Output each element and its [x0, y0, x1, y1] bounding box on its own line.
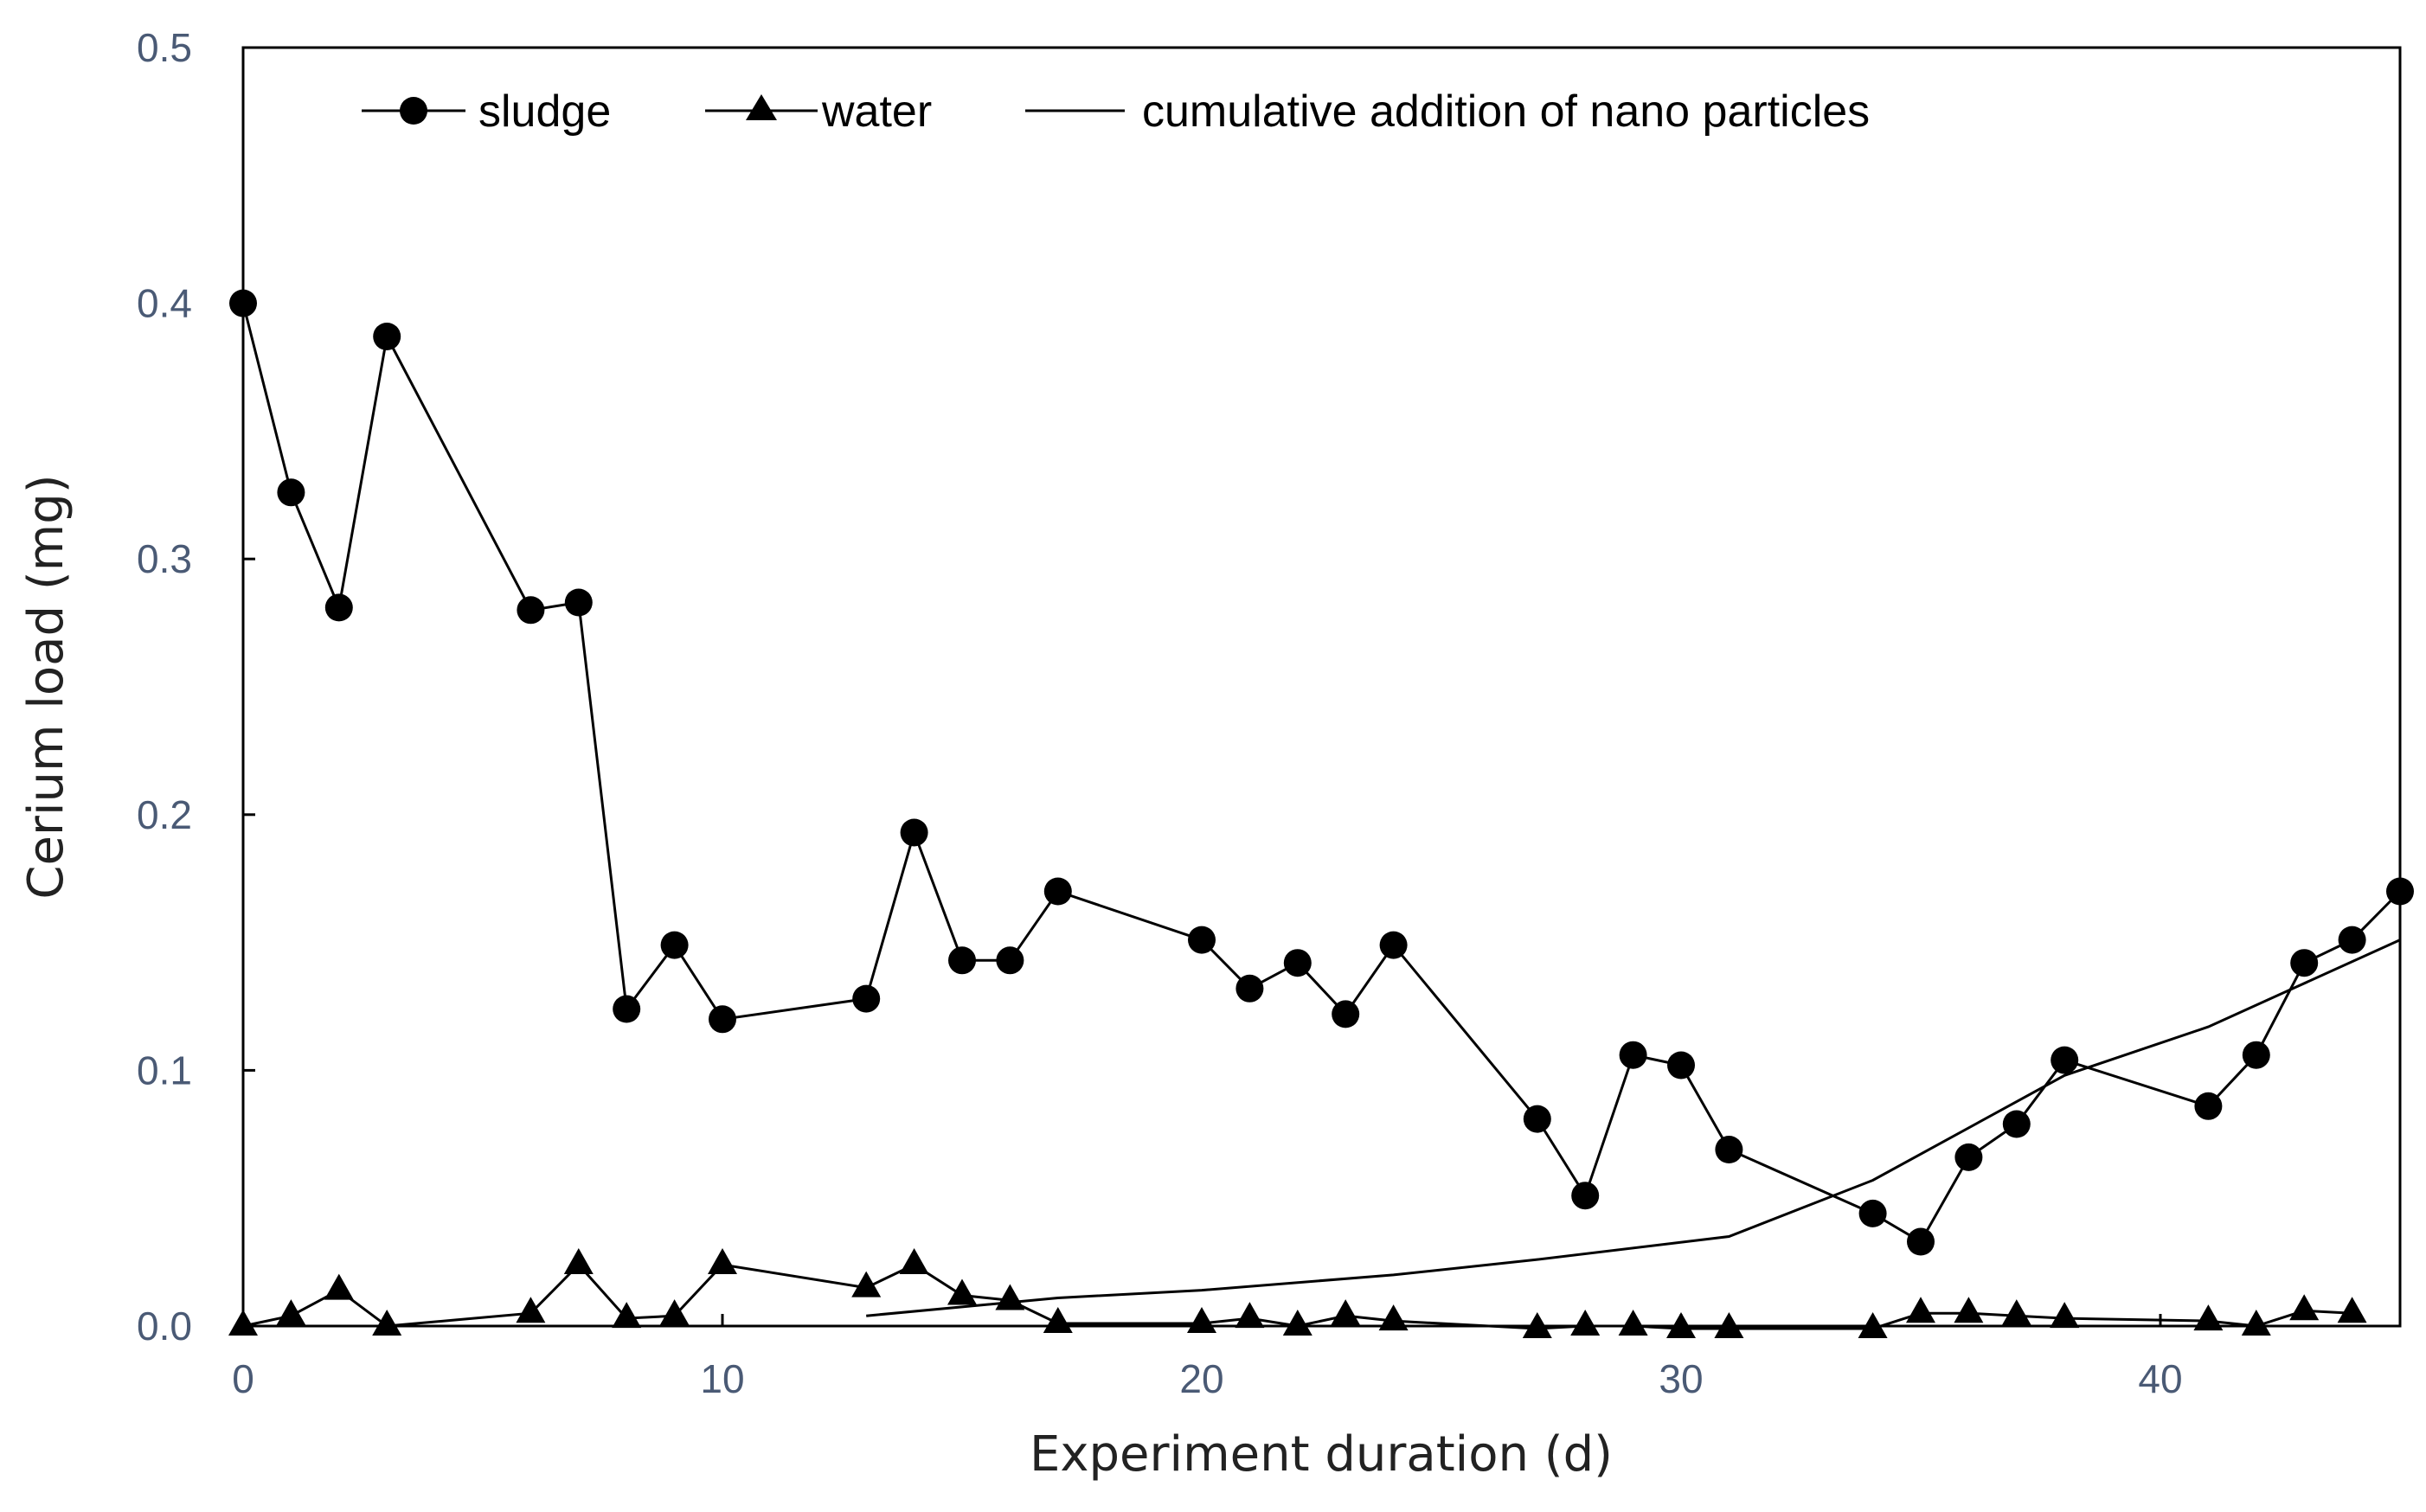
data-point-water [1858, 1311, 1888, 1338]
data-point-water [899, 1248, 929, 1275]
legend-entry-sludge: sludge [362, 86, 611, 137]
x-tick-label: 0 [232, 1356, 254, 1401]
data-point-sludge [1283, 949, 1312, 977]
data-point-sludge [564, 588, 593, 617]
y-axis-ticks: 0.0 0.1 0.2 0.3 0.4 0.5 [137, 25, 255, 1349]
data-point-sludge [2242, 1041, 2270, 1069]
data-point-sludge [2051, 1046, 2079, 1074]
legend: sludge water cumulative addition of nano… [362, 86, 1870, 137]
x-axis-title: Experiment duration (d) [1030, 1426, 1613, 1483]
data-point-water [276, 1299, 306, 1326]
data-point-water [516, 1297, 546, 1323]
data-point-sludge [277, 478, 305, 507]
legend-entry-cumulative: cumulative addition of nano particles [1025, 86, 1870, 137]
data-point-water [228, 1310, 258, 1336]
data-point-sludge [1188, 926, 1216, 954]
data-point-sludge [1523, 1105, 1551, 1133]
y-tick-label: 0.3 [137, 536, 192, 581]
legend-cumulative-label: cumulative addition of nano particles [1142, 86, 1870, 137]
series-cumulative-addition-of-nano-particles [866, 939, 2401, 1317]
data-point-sludge [373, 323, 401, 350]
y-tick-label: 0.0 [137, 1304, 192, 1349]
y-axis-title: Cerium load (mg) [18, 474, 74, 899]
data-point-sludge [996, 946, 1024, 975]
data-point-water [659, 1299, 690, 1326]
data-point-sludge [1571, 1182, 1600, 1210]
data-point-water [2050, 1302, 2080, 1329]
data-point-sludge [2338, 926, 2366, 954]
data-point-sludge [2002, 1110, 2031, 1138]
data-point-water [1187, 1307, 1216, 1334]
data-point-sludge [852, 984, 881, 1013]
data-point-sludge [2386, 877, 2414, 906]
data-point-water [563, 1248, 594, 1275]
data-point-water [1618, 1310, 1648, 1336]
data-point-sludge [229, 289, 257, 317]
data-point-sludge [517, 596, 545, 625]
data-point-sludge [900, 818, 928, 847]
data-point-sludge [1235, 974, 1264, 1003]
data-point-sludge [1043, 877, 1072, 906]
data-point-sludge [1667, 1051, 1695, 1080]
data-point-water [2193, 1304, 2224, 1331]
data-point-water [1043, 1307, 1073, 1334]
y-tick-label: 0.4 [137, 281, 192, 326]
legend-entry-water: water [705, 86, 932, 137]
series-line-cumulative-addition-of-nano-particles [866, 939, 2401, 1317]
data-point-water [2289, 1294, 2320, 1321]
data-point-sludge [1858, 1199, 1887, 1227]
data-point-water [851, 1271, 882, 1297]
data-point-water [2241, 1310, 2271, 1336]
data-point-sludge [324, 593, 353, 622]
data-point-sludge [1332, 1000, 1360, 1028]
data-point-water [1954, 1297, 1984, 1323]
data-point-water [1906, 1297, 1935, 1323]
data-point-sludge [2194, 1092, 2223, 1120]
data-point-water [1282, 1310, 1312, 1336]
series-layer [228, 289, 2414, 1338]
series-water [228, 1248, 2367, 1338]
legend-sludge-label: sludge [478, 86, 611, 137]
data-point-water [708, 1248, 737, 1275]
data-point-water [324, 1273, 354, 1300]
plot-area-frame [241, 46, 2402, 1328]
legend-sludge-marker [400, 97, 427, 125]
y-tick-label: 0.2 [137, 792, 192, 837]
series-line-sludge [241, 303, 2402, 1244]
data-point-water [1714, 1311, 1744, 1338]
data-point-sludge [948, 946, 976, 975]
data-point-sludge [1619, 1041, 1647, 1069]
data-point-water [1331, 1299, 1361, 1326]
data-point-water [1666, 1311, 1696, 1338]
data-point-sludge [660, 931, 689, 959]
y-tick-label: 0.5 [137, 25, 192, 70]
data-point-water [372, 1310, 402, 1336]
data-point-water [1522, 1311, 1552, 1338]
data-point-water [612, 1302, 642, 1329]
series-sludge [229, 289, 2414, 1256]
data-point-water [1570, 1310, 1601, 1336]
x-tick-label: 20 [1179, 1356, 1223, 1401]
data-point-water [2001, 1299, 2031, 1326]
data-point-water [2337, 1297, 2367, 1323]
data-point-sludge [709, 1005, 736, 1034]
data-point-sludge [613, 995, 641, 1023]
legend-water-label: water [821, 86, 932, 137]
x-tick-label: 40 [2138, 1356, 2182, 1401]
data-point-sludge [2290, 949, 2319, 977]
legend-water-marker [746, 94, 777, 120]
x-tick-label: 30 [1659, 1356, 1703, 1401]
data-point-water [947, 1278, 977, 1305]
x-tick-label: 10 [700, 1356, 744, 1401]
data-point-sludge [1954, 1143, 1983, 1171]
data-point-sludge [1715, 1136, 1743, 1163]
data-point-water [1235, 1302, 1265, 1329]
data-point-sludge [1907, 1227, 1935, 1256]
y-tick-label: 0.1 [137, 1048, 192, 1092]
data-point-sludge [1379, 931, 1408, 959]
data-point-water [1378, 1304, 1409, 1331]
